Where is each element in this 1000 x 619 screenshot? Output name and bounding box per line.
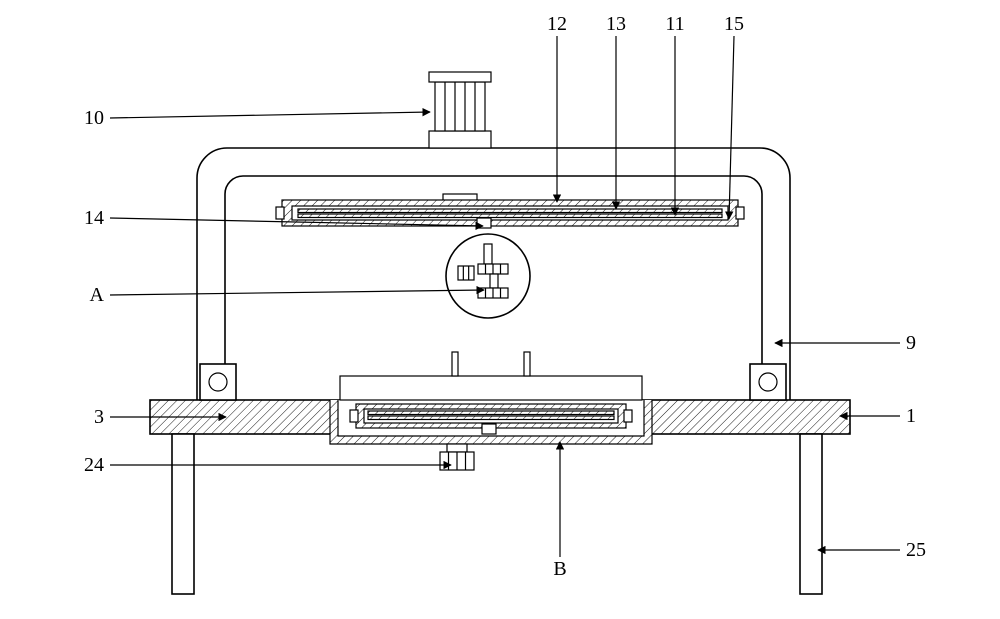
label-15: 15 bbox=[724, 13, 744, 35]
label-14: 14 bbox=[84, 207, 104, 229]
label-A: A bbox=[90, 284, 105, 306]
label-24: 24 bbox=[84, 454, 104, 476]
label-25: 25 bbox=[906, 539, 926, 561]
label-13: 13 bbox=[606, 13, 626, 35]
label-12: 12 bbox=[547, 13, 567, 35]
label-9: 9 bbox=[906, 332, 916, 354]
label-3: 3 bbox=[94, 406, 104, 428]
label-10: 10 bbox=[84, 107, 104, 129]
label-1: 1 bbox=[906, 405, 916, 427]
engineering-diagram: 10 14 A 3 24 12 13 11 15 9 1 25 B bbox=[0, 0, 1000, 619]
label-11: 11 bbox=[665, 13, 684, 35]
label-B: B bbox=[553, 558, 566, 580]
